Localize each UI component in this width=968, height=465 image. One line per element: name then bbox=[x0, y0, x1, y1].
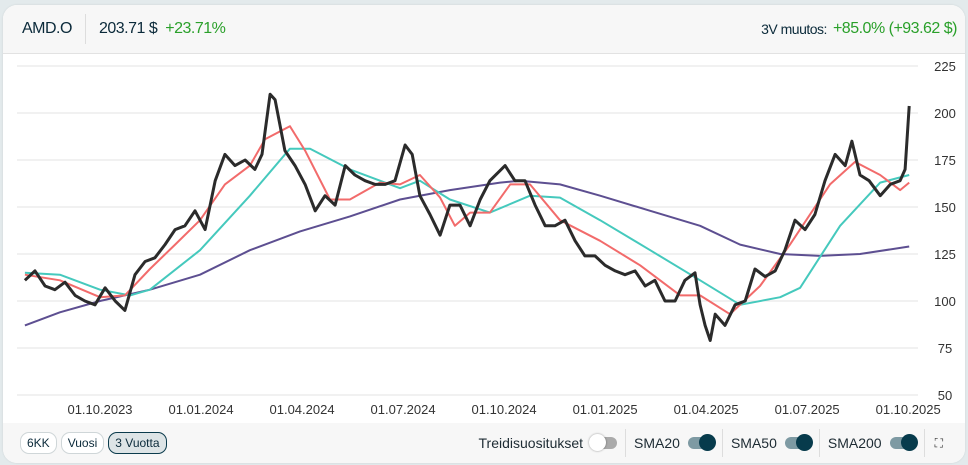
toggle-sma20[interactable]: SMA20 bbox=[626, 429, 723, 457]
x-tick-label: 01.01.2025 bbox=[573, 402, 638, 417]
period-change: 3V muutos: +85.0% (+93.62 $) bbox=[761, 20, 957, 38]
toggle-switch[interactable] bbox=[589, 434, 618, 451]
x-tick-label: 01.07.2024 bbox=[371, 402, 436, 417]
toggle-label: SMA200 bbox=[827, 435, 882, 451]
y-tick-label: 175 bbox=[934, 153, 956, 168]
x-tick-label: 01.07.2025 bbox=[775, 402, 840, 417]
y-tick-label: 225 bbox=[934, 59, 956, 74]
series-line-sma50 bbox=[24, 147, 910, 306]
chart-toolbar: 6KK Vuosi 3 Vuotta Treidisuositukset SMA… bbox=[3, 423, 965, 463]
toggle-label: SMA20 bbox=[634, 435, 680, 451]
toggle-switch[interactable] bbox=[784, 434, 813, 451]
period-change-value: +85.0% (+93.62 $) bbox=[832, 20, 958, 37]
toggle-sma200[interactable]: SMA200 bbox=[820, 429, 925, 457]
price-change: +23.71% bbox=[165, 20, 226, 37]
range-3y-button[interactable]: 3 Vuotta bbox=[108, 432, 167, 454]
y-tick-label: 75 bbox=[938, 341, 952, 356]
toggle-switch[interactable] bbox=[687, 434, 716, 451]
x-tick-label: 01.01.2024 bbox=[168, 402, 233, 417]
toggle-trade-recommendations[interactable]: Treidisuositukset bbox=[471, 429, 627, 457]
stock-chart-card: 50 75 100 125 150 175 200 225 01.10.2023 01.01.20… bbox=[3, 5, 965, 463]
series-line-price bbox=[23, 92, 911, 342]
x-tick-label: 01.10.2025 bbox=[876, 402, 941, 417]
x-tick-label: 01.10.2023 bbox=[67, 402, 132, 417]
toggle-label: Treidisuositukset bbox=[478, 435, 584, 451]
toggle-sma50[interactable]: SMA50 bbox=[723, 429, 820, 457]
y-tick-label: 100 bbox=[934, 294, 956, 309]
x-tick-label: 01.04.2024 bbox=[270, 402, 335, 417]
range-6kk-button[interactable]: 6KK bbox=[20, 432, 57, 454]
period-change-label: 3V muutos: bbox=[761, 21, 827, 37]
x-tick-label: 01.10.2024 bbox=[472, 402, 537, 417]
toggle-label: SMA50 bbox=[730, 435, 777, 451]
y-tick-label: 200 bbox=[934, 106, 956, 121]
x-tick-label: 01.04.2025 bbox=[674, 402, 739, 417]
y-tick-label: 150 bbox=[934, 200, 956, 215]
toggle-switch[interactable] bbox=[889, 434, 918, 451]
y-tick-label: 125 bbox=[934, 247, 956, 262]
ticker-symbol: AMD.O bbox=[22, 14, 86, 44]
series-line-sma200 bbox=[24, 179, 910, 327]
fullscreen-icon[interactable]: ⛶ bbox=[934, 435, 943, 450]
y-tick-label: 50 bbox=[938, 388, 952, 403]
current-price: 203.71 $ bbox=[98, 20, 158, 37]
chart-header: AMD.O 203.71 $ +23.71% 3V muutos: +85.0%… bbox=[3, 5, 965, 54]
price-chart[interactable]: 50 75 100 125 150 175 200 225 01.10.2023 01.01.20… bbox=[3, 5, 965, 425]
range-year-button[interactable]: Vuosi bbox=[60, 432, 105, 454]
